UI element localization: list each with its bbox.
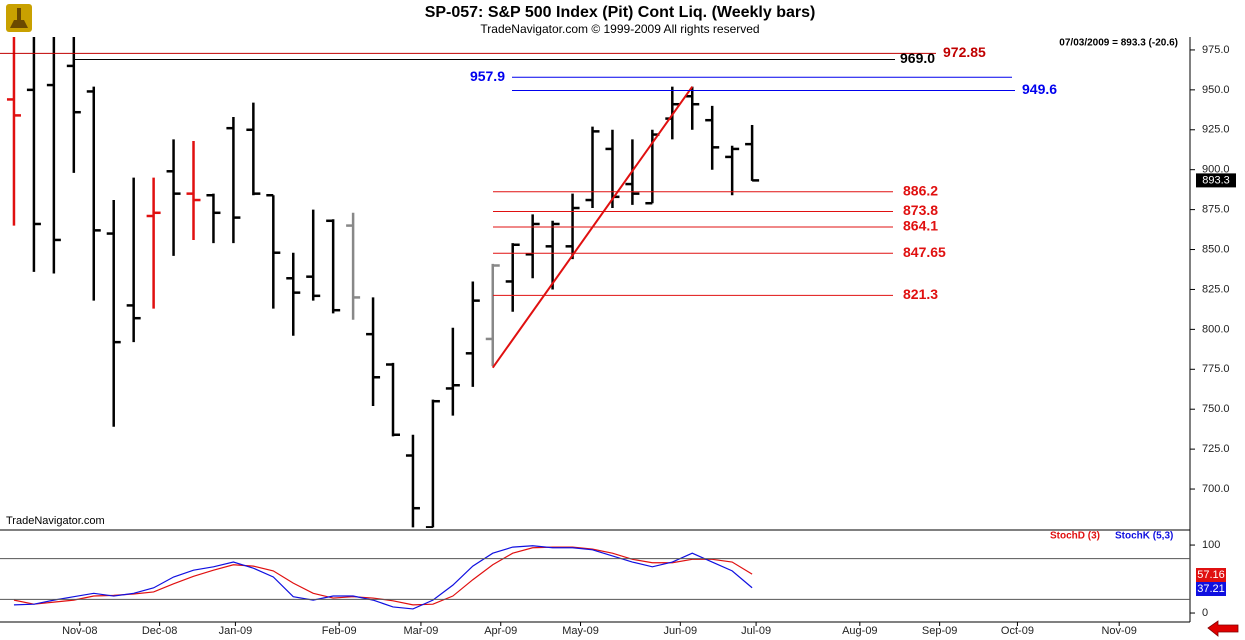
y-tick-label: 825.0: [1202, 283, 1230, 295]
level-label: 821.3: [903, 286, 938, 302]
y-tick-label: 875.0: [1202, 204, 1230, 216]
y-tick-label: 700.0: [1202, 483, 1230, 495]
value-box: [1196, 568, 1226, 582]
y-tick-label: 925.0: [1202, 124, 1230, 136]
stoch-line: [13, 545, 753, 610]
last-price-note: 07/03/2009 = 893.3 (-20.6): [1059, 38, 1178, 49]
legend-entry: StochK (5,3): [1115, 531, 1173, 542]
y-tick-label: 975.0: [1202, 44, 1230, 56]
last-price-label: 893.3: [1202, 174, 1230, 186]
x-tick-label: Jul-09: [741, 625, 771, 637]
price-panel: [6, 37, 760, 528]
y2-tick-label: 0: [1202, 607, 1208, 619]
x-tick-label: Dec-08: [142, 625, 177, 637]
logo: [6, 4, 32, 32]
y2-tick-label: 100: [1202, 539, 1220, 551]
y-tick-label: 725.0: [1202, 443, 1230, 455]
level-label: 847.65: [903, 244, 946, 260]
level-label: 873.8: [903, 202, 938, 218]
x-tick-label: Mar-09: [404, 625, 439, 637]
y-tick-label: 900.0: [1202, 164, 1230, 176]
y-tick-label: 750.0: [1202, 403, 1230, 415]
level-label: 949.6: [1022, 81, 1057, 97]
x-tick-label: Nov-08: [62, 625, 97, 637]
level-label: 864.1: [903, 218, 938, 234]
x-tick-label: Oct-09: [1001, 625, 1034, 637]
level-label: 972.85: [943, 44, 986, 60]
last-price-box: [1196, 173, 1236, 188]
level-label: 957.9: [470, 68, 505, 84]
y-tick-label: 800.0: [1202, 323, 1230, 335]
x-tick-label: Feb-09: [322, 625, 357, 637]
back-arrow[interactable]: [1207, 620, 1239, 637]
x-tick-label: Apr-09: [484, 625, 517, 637]
x-tick-label: Nov-09: [1101, 625, 1136, 637]
legend-entry: StochD (3): [1050, 531, 1100, 542]
value-label: 37.21: [1197, 583, 1225, 595]
level-label: 969.0: [900, 50, 935, 66]
value-box: [1196, 582, 1226, 596]
x-tick-label: Sep-09: [922, 625, 957, 637]
level-label: 886.2: [903, 182, 938, 198]
chart-subtitle: TradeNavigator.com © 1999-2009 All right…: [480, 22, 759, 36]
watermark: TradeNavigator.com: [6, 515, 105, 527]
value-label: 57.16: [1197, 569, 1225, 581]
x-tick-label: Jan-09: [219, 625, 253, 637]
x-tick-label: May-09: [562, 625, 599, 637]
y-tick-label: 850.0: [1202, 243, 1230, 255]
y-tick-label: 775.0: [1202, 363, 1230, 375]
chart-title: SP-057: S&P 500 Index (Pit) Cont Liq. (W…: [425, 4, 816, 21]
y-tick-label: 950.0: [1202, 84, 1230, 96]
x-tick-label: Aug-09: [842, 625, 877, 637]
x-tick-label: Jun-09: [663, 625, 697, 637]
